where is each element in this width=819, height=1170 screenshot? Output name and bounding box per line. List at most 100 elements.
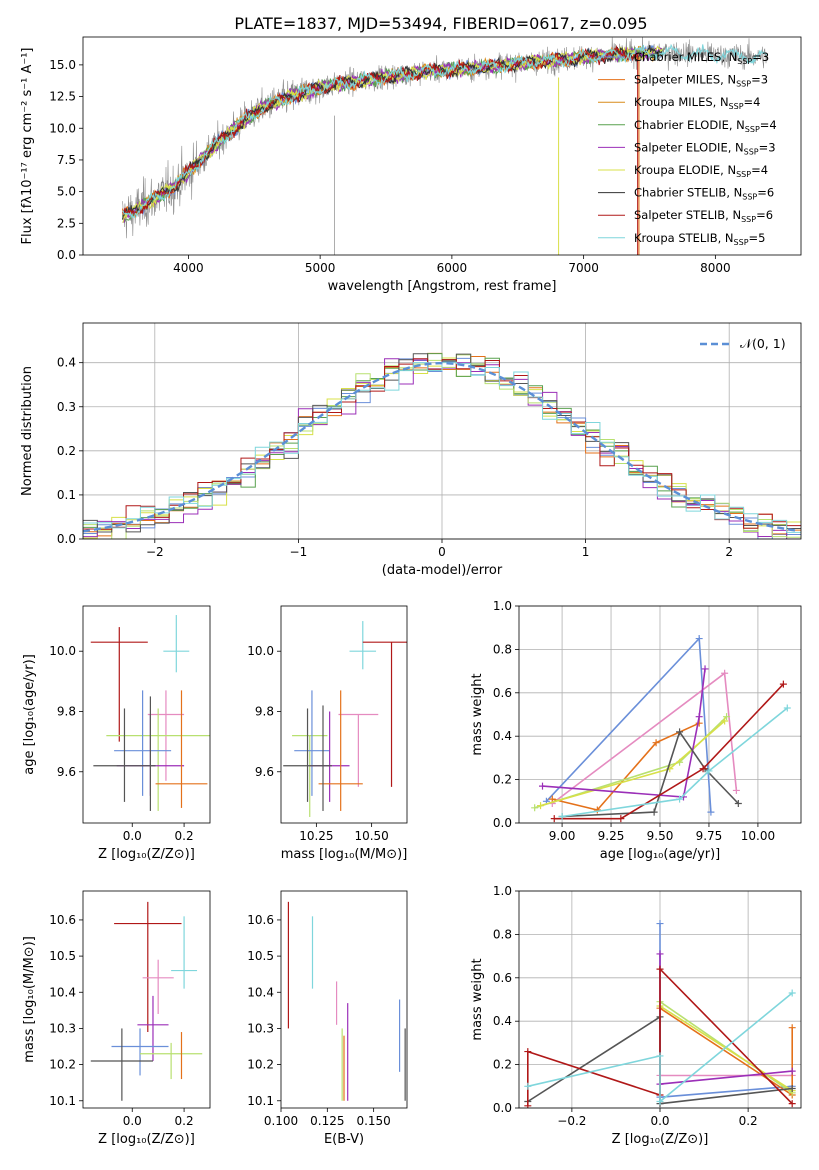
y-tick-label: 7.5 xyxy=(57,153,76,167)
weight-marker xyxy=(650,808,658,816)
x-axis-label: E(B-V) xyxy=(324,1132,364,1147)
y-tick-label: 0.2 xyxy=(57,444,76,458)
x-tick-label: −2 xyxy=(146,545,164,559)
y-tick-label: 5.0 xyxy=(57,185,76,199)
plot-area xyxy=(283,621,407,817)
plots-layer: 4000 5000 6000 7000 80000.02.55.07.510.012.5… xyxy=(20,36,802,1147)
y-tick-label: 0.8 xyxy=(493,642,512,656)
weight-marker xyxy=(701,665,709,673)
legend-entry: Chabrier STELIB, NSSP=6 xyxy=(634,186,774,202)
weight-marker xyxy=(537,802,545,810)
x-tick-label: 9.75 xyxy=(696,829,723,843)
y-axis-label: mass weight xyxy=(470,958,485,1040)
y-tick-label: 1.0 xyxy=(493,884,512,898)
weight-marker xyxy=(779,680,787,688)
legend-entry: Kroupa STELIB, NSSP=5 xyxy=(634,231,765,247)
weight-marker xyxy=(705,767,713,775)
y-tick-label: 10.1 xyxy=(49,1094,76,1108)
y-tick-label: 0.0 xyxy=(57,532,76,546)
y-tick-label: 10.0 xyxy=(49,644,76,658)
x-axis-label: Z [log₁₀(Z/Z⊙)] xyxy=(98,847,195,862)
weight-marker xyxy=(721,717,729,725)
y-tick-label: 10.3 xyxy=(49,1021,76,1035)
weight-series-4 xyxy=(659,1005,793,1092)
x-tick-label: 0.0 xyxy=(123,1114,142,1128)
weight-series-8 xyxy=(561,707,788,818)
x-tick-label: −0.2 xyxy=(557,1114,586,1128)
weight-series-0 xyxy=(659,923,793,1099)
axes-frame xyxy=(280,605,408,824)
y-tick-label: 0.4 xyxy=(493,729,512,743)
y-axis-label: mass [log₁₀(M/M⊙)] xyxy=(22,936,37,1063)
y-axis-label: age [log₁₀(age/yr)] xyxy=(22,654,37,775)
model-line-6 xyxy=(122,45,663,220)
x-tick-label: 2 xyxy=(725,545,733,559)
weight-series-5 xyxy=(542,668,706,798)
x-tick-label: 4000 xyxy=(173,261,204,275)
y-tick-label: 9.6 xyxy=(255,765,274,779)
y-tick-label: 10.6 xyxy=(247,913,274,927)
y-tick-label: 10.4 xyxy=(247,985,274,999)
weight-marker xyxy=(652,739,660,747)
plot-area xyxy=(90,615,210,811)
y-tick-label: 10.6 xyxy=(49,913,76,927)
plot-area xyxy=(90,901,203,1101)
x-axis-label: wavelength [Angstrom, rest frame] xyxy=(328,279,557,294)
y-tick-label: 10.4 xyxy=(49,985,76,999)
x-tick-label: 7000 xyxy=(568,261,599,275)
x-tick-label: 0.0 xyxy=(650,1114,669,1128)
y-tick-label: 10.0 xyxy=(247,644,274,658)
axes-frame xyxy=(280,890,408,1109)
axes-age_vs_Z: 0.0 0.2 9.6 9.8 10.0 Z [log₁₀(Z/Z⊙)] age [log₁… xyxy=(22,605,211,862)
weight-marker xyxy=(707,808,715,816)
y-tick-label: 0.2 xyxy=(493,773,512,787)
axes-frame xyxy=(518,605,802,824)
spectrum-legend: Chabrier MILES, NSSP=3 Salpeter MILES, NS… xyxy=(598,50,777,247)
x-tick-label: 6000 xyxy=(437,261,468,275)
weight-series-7 xyxy=(554,683,784,820)
legend-entry: Salpeter STELIB, NSSP=6 xyxy=(634,208,773,224)
x-tick-label: 0.2 xyxy=(739,1114,758,1128)
plot-area xyxy=(287,901,406,1101)
weight-marker xyxy=(734,799,742,807)
x-tick-label: 0.125 xyxy=(310,1114,344,1128)
legend-entry: Salpeter ELODIE, NSSP=3 xyxy=(634,140,776,156)
weight-marker xyxy=(732,786,740,794)
y-tick-label: 10.1 xyxy=(247,1094,274,1108)
plot-area xyxy=(524,920,796,1108)
y-tick-label: 0.6 xyxy=(493,686,512,700)
weight-marker xyxy=(699,765,707,773)
weight-marker xyxy=(524,1102,532,1108)
axes-age_vs_mass: 10.25 10.50 9.6 9.8 10.0 mass [log₁₀(M/M⊙)] xyxy=(247,605,408,862)
weight-marker xyxy=(656,920,664,928)
axes-frame xyxy=(518,890,802,1109)
x-tick-label: 5000 xyxy=(305,261,336,275)
legend-entry: Salpeter MILES, NSSP=3 xyxy=(634,73,768,89)
y-axis-label: Normed distribution xyxy=(20,366,35,496)
weight-marker xyxy=(531,804,539,812)
weight-marker xyxy=(695,635,703,643)
x-tick-label: 0.2 xyxy=(175,829,194,843)
x-axis-label: Z [log₁₀(Z/Z⊙)] xyxy=(612,1132,709,1147)
weight-marker xyxy=(593,806,601,814)
x-axis-label: Z [log₁₀(Z/Z⊙)] xyxy=(98,1132,195,1147)
y-tick-label: 0.6 xyxy=(493,971,512,985)
y-tick-label: 0.0 xyxy=(493,1101,512,1115)
y-tick-label: 10.0 xyxy=(49,121,76,135)
residual-legend: 𝒩(0, 1) xyxy=(700,336,786,351)
x-tick-label: 0 xyxy=(438,545,446,559)
x-tick-label: 9.25 xyxy=(598,829,625,843)
weight-marker xyxy=(656,950,664,958)
weight-marker xyxy=(524,1082,532,1090)
axes-weight_vs_Z: −0.2 0.0 0.2 0.0 0.2 0.4 0.6 0.8 1.0 Z [log₁₀(Z/Z… xyxy=(470,884,802,1147)
y-tick-label: 10.2 xyxy=(247,1058,274,1072)
axes-frame xyxy=(82,322,802,540)
x-tick-label: 0.0 xyxy=(123,829,142,843)
weight-marker xyxy=(617,815,625,823)
x-tick-label: 1 xyxy=(582,545,590,559)
y-tick-label: 9.8 xyxy=(255,704,274,718)
plot-area xyxy=(531,635,791,823)
legend-entry: Chabrier MILES, NSSP=3 xyxy=(634,50,769,66)
y-tick-label: 10.2 xyxy=(49,1058,76,1072)
